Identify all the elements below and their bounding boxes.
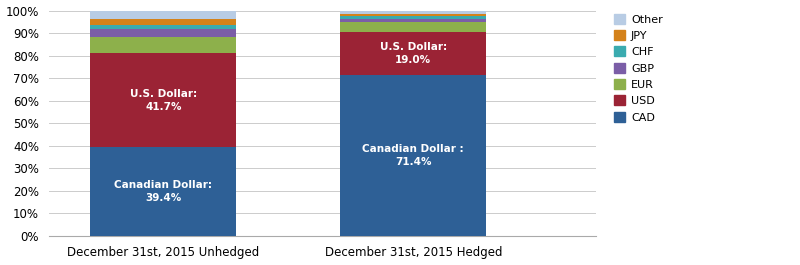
Text: U.S. Dollar:
19.0%: U.S. Dollar: 19.0% xyxy=(380,42,447,65)
Bar xyxy=(340,75,486,236)
Bar xyxy=(90,11,236,19)
Bar xyxy=(340,22,486,32)
Bar xyxy=(340,11,486,14)
Bar xyxy=(340,19,486,22)
Bar xyxy=(340,32,486,75)
Bar xyxy=(90,25,236,29)
Text: U.S. Dollar:
41.7%: U.S. Dollar: 41.7% xyxy=(130,89,197,112)
Bar xyxy=(90,37,236,53)
Bar xyxy=(340,16,486,19)
Bar xyxy=(90,147,236,236)
Bar xyxy=(90,53,236,147)
Text: Canadian Dollar:
39.4%: Canadian Dollar: 39.4% xyxy=(114,180,212,203)
Bar xyxy=(90,19,236,25)
Legend: Other, JPY, CHF, GBP, EUR, USD, CAD: Other, JPY, CHF, GBP, EUR, USD, CAD xyxy=(612,12,665,125)
Bar xyxy=(340,14,486,16)
Bar xyxy=(90,29,236,37)
Text: Canadian Dollar :
71.4%: Canadian Dollar : 71.4% xyxy=(362,144,464,167)
